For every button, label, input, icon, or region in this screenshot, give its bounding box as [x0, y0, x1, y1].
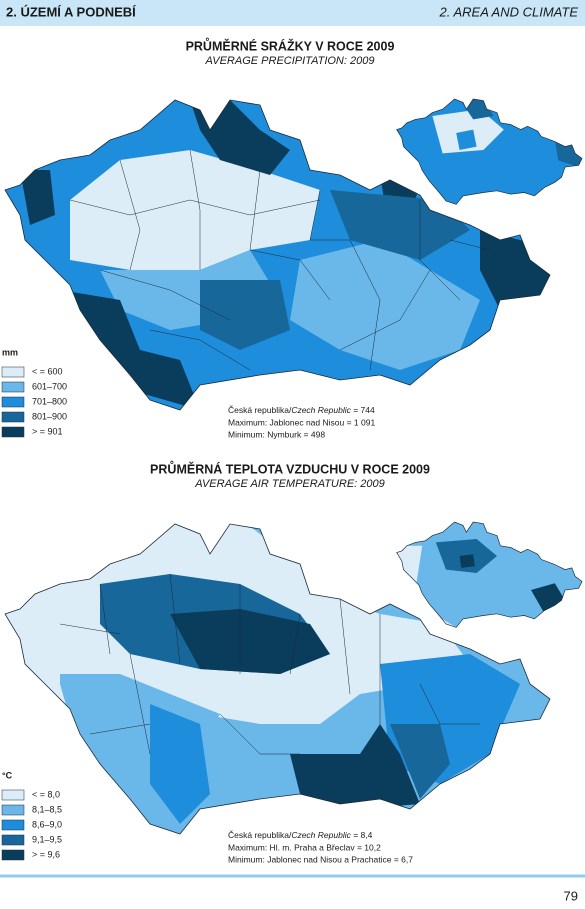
precip-map	[4, 98, 583, 411]
note-part: = 744	[351, 405, 375, 415]
map-title: PRŮMĚRNÁ TEPLOTA VZDUCHU V ROCE 2009	[150, 460, 430, 476]
legend-swatch	[1, 834, 25, 846]
map-title: PRŮMĚRNÉ SRÁŽKY V ROCE 2009	[186, 37, 395, 53]
header-left: 2. ÚZEMÍ A PODNEBÍ	[6, 4, 136, 19]
legend-label: < = 8,0	[32, 789, 60, 799]
legend-label: 801–900	[32, 411, 67, 421]
legend-swatch	[1, 366, 25, 378]
legend-label: > = 9,6	[32, 849, 60, 859]
note-part: Česká republika/	[228, 830, 292, 840]
legend-label: 8,1–8,5	[32, 804, 62, 814]
map-note: Česká republika/Czech Republic = 744	[228, 405, 375, 415]
note-part: Česká republika/	[228, 405, 292, 415]
legend-swatch	[1, 819, 25, 831]
map-note: Minimum: Jablonec nad Nisou a Prachatice…	[228, 854, 413, 864]
legend-label: 9,1–9,5	[32, 834, 62, 844]
legend-unit: °C	[2, 770, 13, 780]
map-note: Maximum: Jablonec nad Nisou = 1 091	[228, 417, 375, 427]
header-right: 2. AREA AND CLIMATE	[439, 4, 579, 19]
temp-map	[4, 521, 583, 835]
map-note: Minimum: Nymburk = 498	[228, 429, 325, 439]
legend-label: < = 600	[32, 366, 63, 376]
map-subtitle: AVERAGE PRECIPITATION: 2009	[205, 55, 375, 67]
legend-swatch	[1, 849, 25, 861]
legend-label: 8,6–9,0	[32, 819, 62, 829]
legend-label: 701–800	[32, 396, 67, 406]
map-subtitle: AVERAGE AIR TEMPERATURE: 2009	[194, 478, 385, 490]
note-part: Czech Republic	[291, 830, 351, 840]
legend-swatch	[1, 381, 25, 393]
legend-swatch	[1, 789, 25, 801]
map-note: Maximum: Hl. m. Praha a Břeclav = 10,2	[228, 842, 381, 852]
map-note: Česká republika/Czech Republic = 8,4	[228, 830, 373, 840]
legend-unit: mm	[2, 347, 18, 357]
legend-label: 601–700	[32, 381, 67, 391]
legend-swatch	[1, 426, 25, 438]
legend-label: > = 901	[32, 426, 63, 436]
note-part: = 8,4	[351, 830, 373, 840]
note-part: Czech Republic	[291, 405, 351, 415]
legend-swatch	[1, 804, 25, 816]
legend-swatch	[1, 396, 25, 408]
header-bar	[0, 0, 585, 26]
page-number: 79	[564, 888, 578, 903]
legend-swatch	[1, 411, 25, 423]
